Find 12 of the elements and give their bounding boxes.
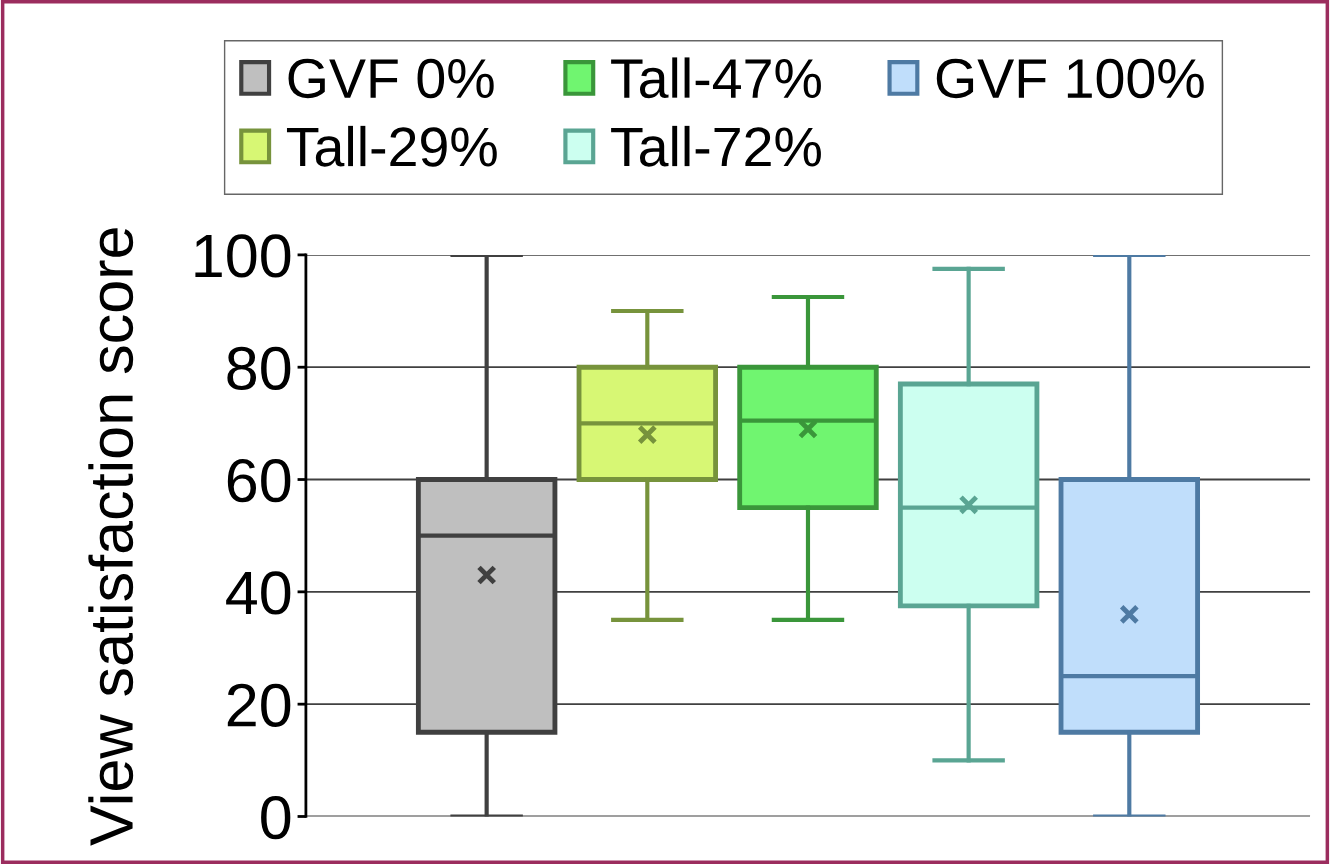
y-tick-label: 100	[195, 234, 291, 278]
legend-label: Tall-29%	[286, 125, 497, 167]
y-tick-label: 60	[227, 458, 291, 503]
legend-label: Tall-72%	[611, 125, 821, 167]
y-tick-label: 80	[227, 346, 291, 390]
legend-label: Tall-47%	[611, 57, 821, 99]
y-axis-title: View satisfaction score	[88, 228, 134, 846]
legend-label: GVF 0%	[288, 58, 494, 99]
y-tick-label: 0	[261, 795, 291, 840]
legend-label: GVF 100%	[936, 58, 1204, 99]
y-tick-label: 20	[227, 683, 291, 727]
y-tick-label: 40	[226, 571, 291, 615]
